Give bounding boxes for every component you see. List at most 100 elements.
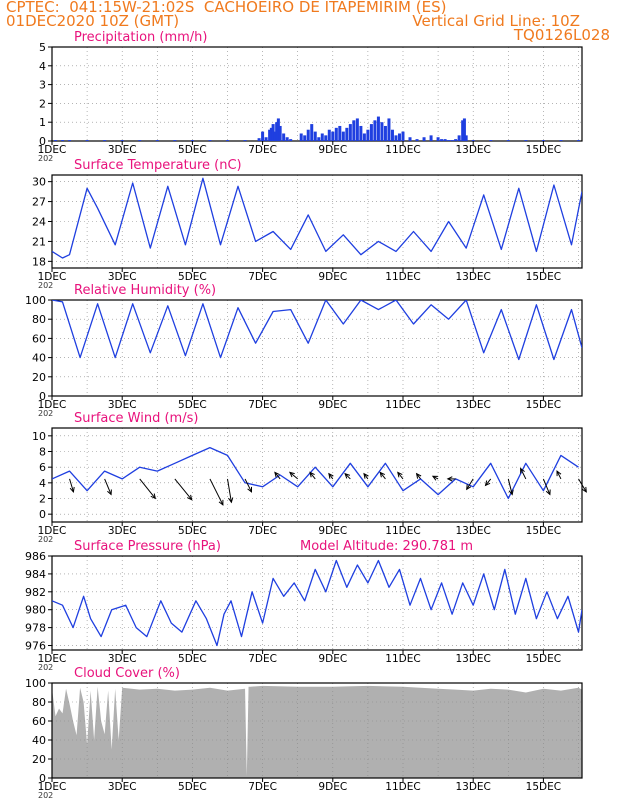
precip-bar (273, 131, 277, 141)
precip-year-label: 202 (38, 154, 53, 163)
cloud-xtick-label: 13DEC (455, 781, 490, 793)
precip-xtick-label: 3DEC (108, 144, 137, 156)
wind-title: Surface Wind (m/s) (74, 411, 198, 426)
wind-frame (51, 427, 583, 523)
precip-bar (436, 137, 440, 141)
precip-bar (408, 137, 412, 141)
wind-arrow-head (274, 471, 280, 478)
wind-arrow-head (446, 476, 453, 482)
wind-arrow (104, 478, 112, 495)
precip-bar (320, 133, 324, 141)
precip-bar (225, 140, 229, 141)
wind-arrow-head (150, 493, 157, 500)
precip-bar (415, 139, 419, 141)
cloud-ytick-label: 100 (25, 677, 46, 690)
precip-bar (155, 140, 159, 141)
precip-bar (306, 129, 310, 141)
pres-xtick-label: 13DEC (455, 653, 490, 665)
precip-frame (51, 46, 583, 142)
wind-arrow-head (379, 471, 386, 478)
cloud-ytick-label: 20 (32, 753, 46, 766)
precip-bar (85, 140, 89, 141)
cloud-xtick-label: 9DEC (318, 781, 347, 793)
precip-bar (559, 140, 563, 141)
precip-bar (264, 137, 268, 141)
precip-bar (61, 140, 65, 141)
wind-arrow (309, 472, 316, 480)
wind-ytick-label: 2 (39, 493, 46, 506)
wind-xtick-label: 7DEC (248, 525, 277, 537)
precip-ytick-label: 1 (39, 116, 46, 129)
cloud-frame (51, 682, 583, 779)
wind-ytick-label: 0 (39, 508, 46, 521)
precip-bar (362, 133, 366, 141)
header-title: CPTEC: 041:15W-21:02S CACHOEIRO DE ITAPE… (6, 0, 447, 16)
wind-xtick-label: 13DEC (455, 525, 490, 537)
precip-bar (359, 125, 363, 141)
precip-bar (506, 140, 510, 141)
temp-xtick-label: 1DEC (38, 271, 67, 283)
precip-bar (443, 139, 447, 141)
pres-frame (51, 555, 583, 651)
precip-bar (348, 124, 352, 141)
wind-arrow (520, 468, 527, 480)
temp-year-label: 202 (38, 281, 53, 290)
precip-bar (327, 129, 331, 141)
header-model-code: TQ0126L028 (513, 26, 610, 44)
precip-bar (338, 125, 342, 141)
precip-bar (471, 140, 475, 141)
cloud-xtick-label: 15DEC (526, 781, 561, 793)
pres-ytick-label: 980 (25, 604, 46, 617)
wind-arrow-head (328, 472, 334, 479)
wind-arrow-head (508, 489, 514, 496)
wind-ytick-label: 10 (32, 430, 46, 443)
precip-bar (331, 131, 335, 141)
pres-xtick-label: 15DEC (526, 653, 561, 665)
rh-xtick-label: 13DEC (455, 399, 490, 411)
temp-ytick-label: 30 (32, 176, 46, 189)
rh-xtick-label: 3DEC (108, 399, 137, 411)
pres-xtick-label: 9DEC (318, 653, 347, 665)
precip-title: Precipitation (mm/h) (74, 30, 207, 45)
pres-title: Surface Pressure (hPa) (74, 539, 221, 554)
wind-arrow-head (556, 470, 562, 477)
cloud-xtick-label: 11DEC (385, 781, 420, 793)
wind-arrow (174, 478, 193, 501)
wind-arrow-head (186, 494, 193, 501)
precip-bar (324, 135, 328, 141)
precip-bar (457, 135, 461, 141)
precip-bar (285, 137, 289, 141)
wind-ytick-label: 8 (39, 446, 46, 459)
pres-xtick-label: 7DEC (248, 653, 277, 665)
precip-bar (383, 125, 387, 141)
wind-arrow-head (289, 471, 295, 478)
precip-bar (334, 127, 338, 141)
precip-xtick-label: 15DEC (526, 144, 561, 156)
cloud-xtick-label: 3DEC (108, 781, 137, 793)
rh-xtick-label: 5DEC (178, 399, 207, 411)
wind-arrow-head (363, 472, 369, 479)
precip-bar (243, 140, 247, 141)
pres-series-line (52, 559, 582, 647)
temp-title: Surface Temperature (nC) (74, 158, 242, 173)
temp-frame (51, 174, 583, 269)
wind-arrow-head (344, 472, 351, 479)
cloud-xtick-label: 7DEC (248, 781, 277, 793)
pres-year-label: 202 (38, 663, 53, 672)
wind-arrow-head (415, 472, 422, 479)
header-grid-note: Vertical Grid Line: 10Z (412, 12, 580, 30)
precip-bar (341, 131, 345, 141)
precip-bar (380, 122, 384, 141)
cloud-ytick-label: 0 (39, 772, 46, 785)
precip-ytick-label: 3 (39, 79, 46, 92)
precip-bar (54, 140, 58, 141)
precip-xtick-label: 1DEC (38, 144, 67, 156)
precip-bar (268, 129, 272, 141)
wind-arrow (556, 470, 562, 480)
pres-annotation: Model Altitude: 290.781 m (300, 539, 473, 554)
rh-xtick-label: 15DEC (526, 399, 561, 411)
precip-bar (313, 131, 317, 141)
pres-xtick-label: 5DEC (178, 653, 207, 665)
precip-bar (366, 129, 370, 141)
